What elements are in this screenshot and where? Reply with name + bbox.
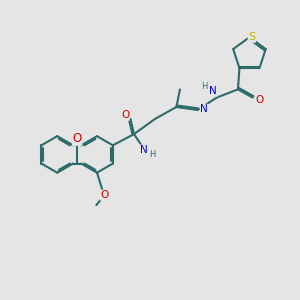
Text: O: O (100, 190, 109, 200)
Text: N: N (200, 104, 208, 114)
Text: N: N (209, 86, 217, 96)
Text: H: H (149, 150, 155, 159)
Text: S: S (248, 32, 255, 42)
Text: O: O (255, 95, 263, 105)
Text: O: O (73, 132, 82, 145)
Text: N: N (140, 145, 148, 155)
Text: H: H (201, 82, 208, 91)
Text: O: O (121, 110, 129, 120)
